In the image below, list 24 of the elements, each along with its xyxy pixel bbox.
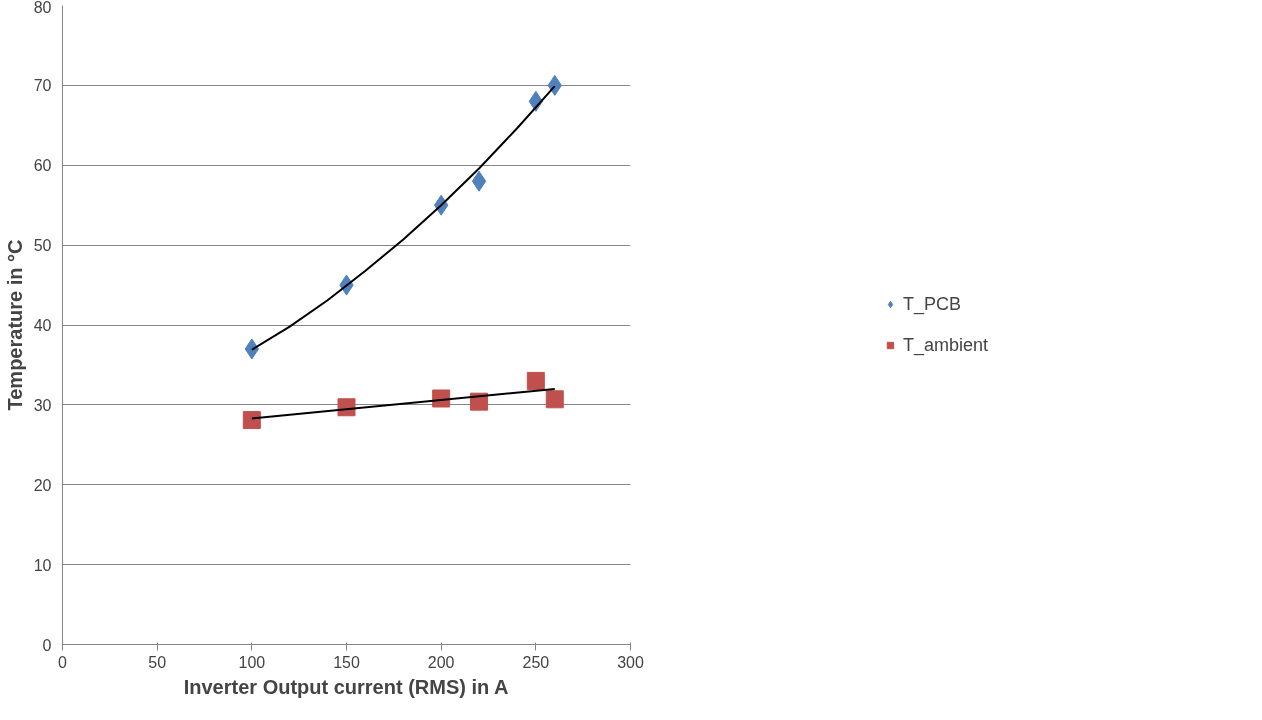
legend-label: T_ambient [902,334,989,356]
x-tick-label: 0 [58,653,68,671]
x-tick-label: 150 [333,653,360,671]
y-tick-label: 30 [33,396,52,414]
point [242,411,261,430]
point [471,170,487,192]
y-tick-label: 40 [33,317,52,334]
point [545,390,564,409]
y-tick-label: 80 [33,0,52,16]
point [526,371,545,390]
x-tick-label: 300 [617,653,644,671]
y-tick-label: 50 [33,237,52,255]
y-tick-label: 20 [33,476,52,494]
x-tick-label: 200 [427,653,455,671]
legend-label: T_PCB [902,293,962,315]
x-tick-label: 100 [238,653,266,671]
y-tick-label: 10 [33,556,52,574]
x-axis-title: Inverter Output current (RMS) in A [183,675,509,698]
y-tick-label: 60 [33,157,52,175]
x-tick-label: 250 [522,653,550,671]
y-axis-title: Temperature in °C [3,239,26,411]
y-tick-label: 70 [33,77,52,95]
y-tick-label: 0 [42,636,52,654]
x-tick-label: 50 [148,653,167,671]
